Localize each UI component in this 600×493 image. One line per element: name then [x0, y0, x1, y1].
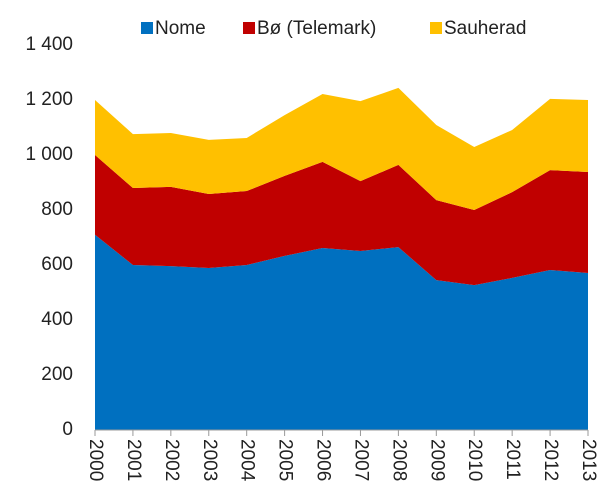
y-tick-label: 1 000 [25, 144, 73, 165]
area [95, 234, 588, 430]
y-tick-label: 200 [41, 364, 73, 385]
legend-swatch [243, 22, 255, 34]
y-tick-label: 400 [41, 309, 73, 330]
y-tick-label: 0 [62, 419, 73, 440]
legend-swatch [430, 22, 442, 34]
area [95, 87, 588, 210]
x-tick-label: 2009 [426, 439, 447, 481]
legend-label: Sauherad [444, 18, 526, 39]
x-tick-label: 2000 [85, 439, 106, 481]
legend-label: Bø (Telemark) [257, 18, 376, 39]
x-tick-label: 2001 [123, 439, 144, 481]
x-tick-label: 2011 [502, 439, 523, 480]
x-tick-label: 2012 [540, 439, 561, 481]
y-tick-label: 1 400 [25, 34, 73, 55]
legend-swatch [141, 22, 153, 34]
x-tick-label: 2004 [237, 439, 258, 482]
y-tick-label: 800 [41, 199, 73, 220]
x-tick-label: 2003 [199, 439, 220, 481]
x-tick-label: 2002 [161, 439, 182, 481]
y-tick-label: 1 200 [25, 89, 73, 110]
x-tick-label: 2005 [275, 439, 296, 481]
x-tick-label: 2010 [464, 439, 485, 481]
area [95, 155, 588, 286]
y-tick-label: 600 [41, 254, 73, 275]
x-tick-label: 2006 [313, 439, 334, 481]
x-tick-label: 2013 [578, 439, 599, 481]
x-tick-label: 2008 [388, 439, 409, 481]
x-tick-label: 2007 [350, 439, 371, 481]
legend-label: Nome [155, 18, 206, 39]
